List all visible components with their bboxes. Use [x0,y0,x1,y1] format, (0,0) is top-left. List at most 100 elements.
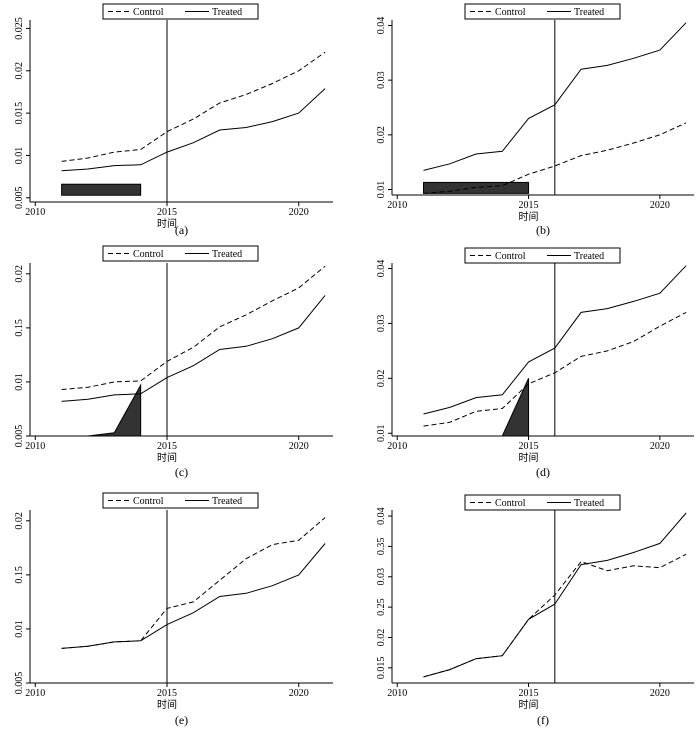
chart-panel-d: 2010 2015 2020 0.01 0.02 0.03 0.04 Control Treat… [376,247,694,479]
panel-label: (a) [175,223,188,237]
y-tick-label: 0.03 [376,568,387,586]
legend-label-control: Control [133,496,164,507]
chart-panel-e: 2010 2015 2020 0.005 0.01 0.15 0.02 Control Trea… [14,492,333,727]
series-line-control [423,553,687,678]
x-tick-label: 2020 [650,441,670,452]
series-line-control [61,517,326,649]
chart-panel-a: 2010 2015 2020 0.005 0.01 0.015 0.02 0.025 Contr… [14,3,333,237]
legend-box [102,3,259,20]
y-tick-label: 0.02 [14,512,25,530]
legend-label-control: Control [133,249,164,260]
x-tick-label: 2015 [519,441,539,452]
x-axis-title: 时间 [157,217,177,230]
y-tick-label: 0.01 [14,620,25,638]
x-tick-label: 2010 [387,688,407,699]
x-tick-label: 2015 [157,207,177,218]
x-tick-label: 2010 [387,441,407,452]
legend-label-control: Control [495,7,526,18]
y-tick-label: 0.025 [14,17,25,40]
y-tick-label: 0.03 [376,71,387,89]
annotation-bar [61,183,142,196]
legend: Control Treated [464,247,621,264]
legend-box [464,494,621,511]
series-line-control [423,311,687,427]
annotation-bar [423,181,530,194]
legend-label-treated: Treated [212,249,242,260]
annotation-triangle [501,378,530,437]
x-tick-label: 2010 [387,200,407,211]
legend: Control Treated [102,492,259,509]
legend-label-treated: Treated [212,496,242,507]
panel-label: (c) [175,465,188,479]
y-tick-label: 0.01 [376,425,387,443]
x-tick-label: 2020 [650,688,670,699]
chart-panel-c: 2010 2015 2020 0.005 0.01 0.15 0.02 Control Trea… [14,245,333,479]
series-line-control [423,122,687,194]
x-tick-label: 2010 [25,207,45,218]
legend-label-treated: Treated [574,251,604,262]
legend-label-treated: Treated [212,7,242,18]
y-tick-label: 0.01 [376,181,387,199]
legend-label-treated: Treated [574,7,604,18]
legend-box [464,247,621,264]
panel-label: (d) [536,465,550,479]
panel-label: (e) [175,713,188,727]
legend: Control Treated [464,494,621,511]
series-line-control [61,51,326,162]
y-tick-label: 0.25 [376,598,387,616]
x-tick-label: 2020 [650,200,670,211]
y-tick-label: 0.02 [14,62,25,80]
series-line-treated [61,295,326,402]
legend: Control Treated [464,3,621,20]
x-tick-label: 2015 [157,441,177,452]
x-axis-title: 时间 [157,451,177,464]
panel-label: (f) [537,713,549,727]
y-tick-label: 0.02 [14,265,25,283]
y-tick-label: 0.015 [376,657,387,680]
x-axis-title: 时间 [519,698,539,711]
x-tick-label: 2010 [25,688,45,699]
annotation-triangle [87,383,142,437]
series-line-treated [423,22,687,171]
panel-label: (b) [536,223,550,237]
x-tick-label: 2015 [519,688,539,699]
legend-box [102,245,259,262]
legend-label-control: Control [495,251,526,262]
x-axis-title: 时间 [157,698,177,711]
legend: Control Treated [102,245,259,262]
legend-box [102,492,259,509]
y-tick-label: 0.03 [376,315,387,333]
x-axis-title: 时间 [519,210,539,223]
y-tick-label: 0.02 [376,629,387,647]
series-line-treated [423,512,687,678]
x-tick-label: 2015 [519,200,539,211]
y-tick-label: 0.01 [14,147,25,165]
x-tick-label: 2020 [289,207,309,218]
x-tick-label: 2010 [25,441,45,452]
y-tick-label: 0.02 [376,126,387,144]
series-line-treated [61,543,326,649]
legend-label-treated: Treated [574,498,604,509]
series-line-treated [423,265,687,415]
y-tick-label: 0.01 [14,373,25,391]
y-tick-label: 0.005 [14,672,25,695]
y-tick-label: 0.015 [14,102,25,125]
y-tick-label: 0.02 [376,370,387,388]
series-line-control [61,265,326,390]
series-line-treated [61,88,326,172]
y-tick-label: 0.04 [376,17,387,35]
x-tick-label: 2020 [289,688,309,699]
y-tick-label: 0.005 [14,425,25,448]
chart-panel-f: 2010 2015 2020 0.015 0.02 0.25 0.03 0.35 0.04 Con… [376,494,694,727]
y-tick-label: 0.04 [376,260,387,278]
chart-panel-b: 2010 2015 2020 0.01 0.02 0.03 0.04 Control Treat… [376,3,694,237]
y-tick-label: 0.005 [14,187,25,210]
y-tick-label: 0.15 [14,566,25,584]
legend-label-control: Control [133,7,164,18]
legend: Control Treated [102,3,259,20]
x-tick-label: 2020 [289,441,309,452]
y-tick-label: 0.15 [14,319,25,337]
y-tick-label: 0.35 [376,538,387,556]
x-tick-label: 2015 [157,688,177,699]
